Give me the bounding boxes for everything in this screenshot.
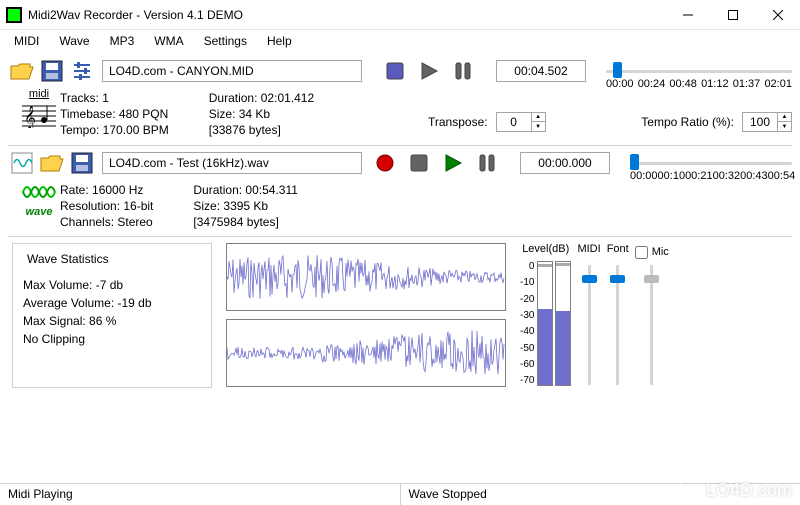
transpose-label: Transpose: <box>428 115 488 129</box>
wave-icon <box>22 180 56 204</box>
stats-max-vol: Max Volume: -7 db <box>23 276 201 294</box>
wave-channels: Channels: Stereo <box>60 214 153 230</box>
maximize-button[interactable] <box>710 0 755 30</box>
wave-duration: Duration: 00:54.311 <box>193 182 298 198</box>
waveform-right <box>226 319 506 387</box>
menu-mp3[interactable]: MP3 <box>100 32 145 50</box>
window-title: Midi2Wav Recorder - Version 4.1 DEMO <box>28 8 665 22</box>
transpose-spinner[interactable]: 0 ▲▼ <box>496 112 546 132</box>
midi-file-field[interactable]: LO4D.com - CANYON.MID <box>102 60 362 82</box>
wave-section: LO4D.com - Test (16kHz).wav 00:00.000 00… <box>8 146 792 238</box>
menu-settings[interactable]: Settings <box>194 32 257 50</box>
midi-stop-button[interactable] <box>380 57 410 85</box>
stats-title: Wave Statistics <box>23 250 113 268</box>
wave-size: Size: 3395 Kb <box>193 198 298 214</box>
minimize-button[interactable] <box>665 0 710 30</box>
wave-record-button[interactable] <box>370 149 400 177</box>
status-left: Midi Playing <box>0 484 401 505</box>
download-icon <box>680 479 702 501</box>
menu-help[interactable]: Help <box>257 32 302 50</box>
midi-open-button[interactable] <box>8 57 36 85</box>
midi-staff-icon: 𝄞 <box>22 102 56 128</box>
level-bar-left <box>537 261 553 386</box>
mic-volume-slider[interactable]: Mic <box>635 243 669 388</box>
wave-rate: Rate: 16000 Hz <box>60 182 153 198</box>
wave-play-button[interactable] <box>438 149 468 177</box>
menu-wma[interactable]: WMA <box>144 32 193 50</box>
tempo-ratio-spinner[interactable]: 100 ▲▼ <box>742 112 792 132</box>
wave-statistics-box: Wave Statistics Max Volume: -7 db Averag… <box>12 243 212 388</box>
midi-bytes: [33876 bytes] <box>209 122 314 138</box>
watermark: LO4D.com <box>680 479 792 501</box>
midi-timebase: Timebase: 480 PQN <box>60 106 169 122</box>
wave-position-slider[interactable]: 00:0000:1000:2100:3200:4300:54 <box>630 148 792 178</box>
midi-position-slider[interactable]: 00:0000:2400:4801:1201:3702:01 <box>606 56 792 86</box>
midi-play-button[interactable] <box>414 57 444 85</box>
wave-time-display: 00:00.000 <box>520 152 610 174</box>
font-volume-slider[interactable]: Font <box>607 243 629 388</box>
wave-pause-button[interactable] <box>472 149 502 177</box>
wave-new-button[interactable] <box>8 149 36 177</box>
svg-text:𝄞: 𝄞 <box>24 107 36 128</box>
titlebar: Midi2Wav Recorder - Version 4.1 DEMO <box>0 0 800 30</box>
stats-avg-vol: Average Volume: -19 db <box>23 294 201 312</box>
midi-section: LO4D.com - CANYON.MID 00:04.502 00:0000:… <box>8 54 792 146</box>
midi-settings-button[interactable] <box>68 57 96 85</box>
chevron-down-icon: ▼ <box>778 122 791 131</box>
chevron-down-icon: ▼ <box>532 122 545 131</box>
level-bar-right <box>555 261 571 386</box>
midi-size: Size: 34 Kb <box>209 106 314 122</box>
wave-file-field[interactable]: LO4D.com - Test (16kHz).wav <box>102 152 362 174</box>
app-icon <box>6 7 22 23</box>
level-meter: Level(dB) 0-10-20-30-40-50-60-70 <box>520 243 571 388</box>
midi-tempo: Tempo: 170.00 BPM <box>60 122 169 138</box>
chevron-up-icon: ▲ <box>778 113 791 122</box>
midi-tracks: Tracks: 1 <box>60 90 169 106</box>
mic-checkbox[interactable] <box>635 246 648 259</box>
menu-wave[interactable]: Wave <box>49 32 99 50</box>
midi-icon-label: midi <box>29 88 49 100</box>
wave-save-button[interactable] <box>68 149 96 177</box>
close-button[interactable] <box>755 0 800 30</box>
midi-duration: Duration: 02:01.412 <box>209 90 314 106</box>
midi-time-display: 00:04.502 <box>496 60 586 82</box>
menu-midi[interactable]: MIDI <box>4 32 49 50</box>
stats-clip: No Clipping <box>23 330 201 348</box>
stats-max-sig: Max Signal: 86 % <box>23 312 201 330</box>
midi-save-button[interactable] <box>38 57 66 85</box>
menubar: MIDI Wave MP3 WMA Settings Help <box>0 30 800 52</box>
midi-volume-slider[interactable]: MIDI <box>577 243 600 388</box>
midi-pause-button[interactable] <box>448 57 478 85</box>
wave-icon-label: wave <box>26 206 53 218</box>
wave-open-button[interactable] <box>38 149 66 177</box>
chevron-up-icon: ▲ <box>532 113 545 122</box>
wave-bytes: [3475984 bytes] <box>193 214 298 230</box>
lower-panel: Wave Statistics Max Volume: -7 db Averag… <box>8 237 792 392</box>
tempo-ratio-label: Tempo Ratio (%): <box>641 115 734 129</box>
wave-resolution: Resolution: 16-bit <box>60 198 153 214</box>
wave-stop-button[interactable] <box>404 149 434 177</box>
waveform-left <box>226 243 506 311</box>
